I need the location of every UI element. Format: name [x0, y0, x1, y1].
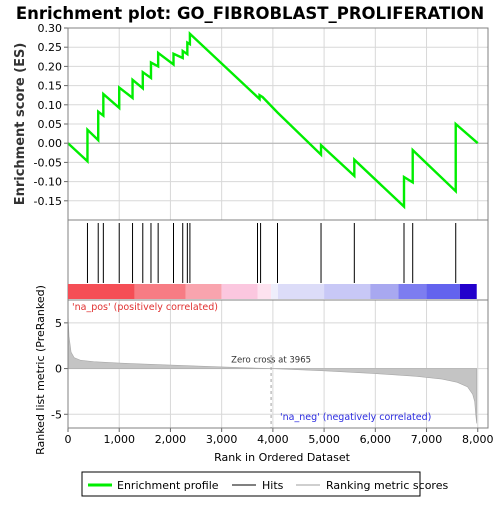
- enrichment-y-tick-label: -0.10: [34, 176, 62, 189]
- color-bar-segment: [278, 284, 325, 299]
- enrichment-y-tick-label: -0.15: [34, 195, 62, 208]
- ranking-x-tick-label: 7,000: [411, 433, 443, 446]
- color-bar-segment: [134, 284, 186, 299]
- enrichment-y-tick-label: 0.00: [38, 137, 63, 150]
- ranking-color-bar: [68, 284, 477, 299]
- positive-correlation-label: 'na_pos' (positively correlated): [72, 302, 218, 313]
- enrichment-profile-line: [67, 30, 479, 210]
- ranking-x-tick-label: 6,000: [360, 433, 392, 446]
- ranking-panel: Zero cross at 3965 'na_pos' (positively …: [34, 285, 494, 464]
- color-bar-segment: [68, 284, 135, 299]
- legend-label-enrichment-profile: Enrichment profile: [117, 479, 219, 492]
- ranking-y-tick-label: 0: [55, 363, 62, 376]
- ranking-y-tick-label: -5: [51, 408, 62, 421]
- zero-cross-label: Zero cross at 3965: [231, 356, 311, 366]
- enrichment-grid: [68, 27, 488, 220]
- ranking-x-tick-label: 2,000: [155, 433, 187, 446]
- chart-title: Enrichment plot: GO_FIBROBLAST_PROLIFERA…: [16, 4, 484, 23]
- ranking-y-axis-label: Ranked list metric (PreRanked): [34, 285, 47, 455]
- ranking-metric-area: [67, 313, 478, 424]
- ranking-panel-border: [67, 299, 489, 429]
- ranking-y-tick-label: 5: [55, 317, 62, 330]
- enrichment-y-ticks: -0.15 -0.10 -0.05 0.00 0.05 0.10 0.15 0.20 0.25 0…: [34, 22, 68, 208]
- color-bar-segment: [370, 284, 399, 299]
- ranking-x-tick-label: 0: [65, 433, 72, 446]
- ranking-x-tick-label: 3,000: [206, 433, 238, 446]
- color-bar-segment: [271, 284, 278, 299]
- ranking-x-tick-label: 5,000: [308, 433, 340, 446]
- enrichment-y-tick-label: 0.30: [38, 22, 63, 35]
- enrichment-y-tick-label: 0.05: [38, 118, 63, 131]
- ranking-x-axis-label: Rank in Ordered Dataset: [214, 451, 351, 464]
- ranking-x-tick-label: 4,000: [257, 433, 289, 446]
- color-bar-segment: [459, 284, 477, 299]
- color-bar-segment: [257, 284, 272, 299]
- enrichment-panel: -0.15 -0.10 -0.05 0.00 0.05 0.10 0.15 0.20 0.25 0…: [13, 22, 489, 221]
- enrichment-y-tick-label: -0.05: [34, 156, 62, 169]
- enrichment-y-tick-label: 0.20: [38, 60, 63, 73]
- color-bar-segment: [324, 284, 371, 299]
- enrichment-y-tick-label: 0.25: [38, 41, 63, 54]
- negative-correlation-label: 'na_neg' (negatively correlated): [280, 412, 431, 423]
- color-bar-segment: [185, 284, 222, 299]
- color-bar-segment: [221, 284, 258, 299]
- enrichment-y-axis-label: Enrichment score (ES): [13, 43, 28, 206]
- enrichment-y-tick-label: 0.10: [38, 99, 63, 112]
- ranking-x-tick-label: 1,000: [103, 433, 135, 446]
- legend-label-hits: Hits: [262, 479, 284, 492]
- hits-panel: [67, 219, 489, 301]
- ranking-y-ticks: -5 0 5: [51, 317, 68, 421]
- hit-lines: [86, 223, 457, 283]
- color-bar-segment: [398, 284, 427, 299]
- ranking-x-tick-label: 8,000: [462, 433, 494, 446]
- ranking-x-ticks: 0 1,000 2,000 3,000 4,000 5,000 6,000 7,000 8,00…: [65, 428, 494, 446]
- legend-label-ranking-metric: Ranking metric scores: [326, 479, 448, 492]
- enrichment-y-tick-label: 0.15: [38, 80, 63, 93]
- legend: Enrichment profile Hits Ranking metric s…: [81, 471, 448, 497]
- color-bar-segment: [426, 284, 460, 299]
